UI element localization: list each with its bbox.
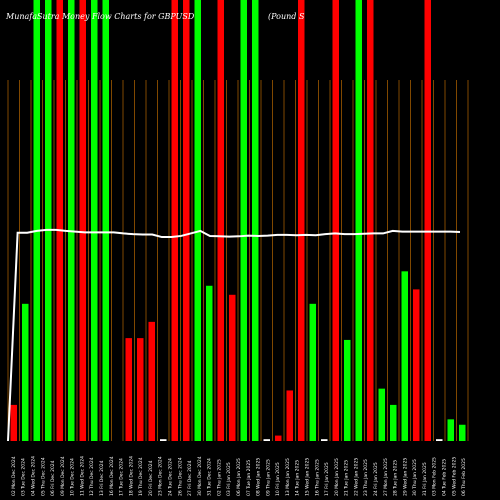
money-flow-bar [33,0,40,441]
x-tick-label: 11 Wed Dec 2024 [79,456,85,496]
money-flow-bar [125,338,132,441]
price-line-layer [7,228,461,442]
x-tick-label: 30 Thu Jan 2025 [412,459,418,496]
x-tick-label: 16 Thu Jan 2025 [314,459,320,496]
x-tick-label: 03 Tue Dec 2024 [21,458,27,496]
x-tick-label: 18 Wed Dec 2024 [128,456,134,496]
x-tick-label: 05 Wed Feb 2025 [451,457,457,496]
x-tick-label: 14 Tue Jan 2025 [295,460,301,496]
x-tick-label: 05 Thu Dec 2024 [40,457,46,496]
x-tick-label: 30 Mon Dec 2024 [197,456,203,496]
money-flow-bar [183,0,190,441]
x-tick-label: 12 Thu Dec 2024 [89,457,95,496]
x-tick-label: 31 Tue Dec 2024 [207,458,213,496]
price-line [7,228,461,442]
x-tick-label: 17 Tue Dec 2024 [119,458,125,496]
x-tick-label: 16 Mon Dec 2024 [109,456,115,496]
money-flow-bar [171,0,178,441]
money-flow-bar [22,303,29,441]
money-flow-bar [390,404,397,441]
x-tick-label: 07 Tue Jan 2025 [246,460,252,496]
money-flow-bar [355,0,362,441]
money-flow-bar [447,419,454,441]
money-flow-bar [206,285,213,441]
money-flow-bar [413,289,420,441]
x-tick-label: 23 Thu Jan 2025 [363,459,369,496]
x-axis-tick-labels: 02 Mon Dec 2024 03 Tue Dec 2024 04 Wed Dec… [11,456,467,496]
x-tick-label: 26 Thu Dec 2024 [177,457,183,496]
x-tick-label: 04 Tue Feb 2025 [442,459,448,496]
x-tick-label: 27 Mon Jan 2025 [383,458,389,496]
x-tick-label: 13 Mon Jan 2025 [285,458,291,496]
chart-title: MunafaSutra Money Flow Charts for GBPUSD [6,12,195,21]
money-flow-bar [459,424,466,441]
x-tick-label: 20 Mon Jan 2025 [334,458,340,496]
x-tick-label: 10 Tue Dec 2024 [70,458,76,496]
x-tick-label: 13 Fri Dec 2024 [99,460,105,496]
money-flow-bar [137,338,144,441]
money-flow-bar [91,0,98,441]
x-tick-label: 27 Fri Dec 2024 [187,460,193,496]
money-flow-bar [424,0,431,441]
x-tick-label: 06 Thu Feb 2025 [461,458,467,496]
money-flow-bar [378,388,385,441]
x-tick-label: 09 Thu Jan 2025 [265,459,271,496]
x-tick-label: 21 Tue Jan 2025 [344,460,350,496]
x-tick-label: 15 Wed Jan 2025 [305,458,311,496]
x-tick-label: 03 Fri Jan 2025 [226,462,232,496]
chart-subtitle: (Pound S [268,12,305,21]
money-flow-bar [56,0,63,441]
money-flow-bar [160,439,167,441]
x-tick-label: 09 Mon Dec 2024 [60,456,66,496]
x-tick-label: 28 Tue Jan 2025 [393,460,399,496]
money-flow-bar [286,390,293,441]
money-flow-bar [309,303,316,441]
x-tick-label: 19 Thu Dec 2024 [138,457,144,496]
x-tick-label: 04 Wed Dec 2024 [30,456,36,496]
x-tick-label: 24 Tue Dec 2024 [167,458,173,496]
x-tick-label: 22 Wed Jan 2025 [353,458,359,496]
money-flow-bar [79,0,86,441]
x-tick-label: 02 Mon Dec 2024 [11,456,17,496]
x-tick-label: 23 Mon Dec 2024 [158,456,164,496]
money-flow-bar [321,439,328,441]
money-flow-bar [102,0,109,441]
x-tick-label: 31 Fri Jan 2025 [422,462,428,496]
x-tick-label: 10 Fri Jan 2025 [275,462,281,496]
money-flow-bar [229,294,236,441]
money-flow-bar [252,0,259,441]
x-tick-label: 06 Fri Dec 2024 [50,460,56,496]
column-separators [7,80,469,441]
money-flow-bar [401,271,408,441]
money-flow-bar [298,0,305,441]
money-flow-bar [436,439,443,441]
money-flow-bar [217,0,224,441]
money-flow-bar [148,321,155,441]
x-tick-label: 08 Wed Jan 2025 [256,458,262,496]
money-flow-bar [45,0,52,441]
money-flow-bars [10,0,466,441]
money-flow-bar [332,0,339,441]
money-flow-bar [240,0,247,441]
x-tick-label: 03 Mon Feb 2025 [432,457,438,496]
x-tick-label: 17 Fri Jan 2025 [324,462,330,496]
x-tick-label: 02 Thu Jan 2025 [216,459,222,496]
x-tick-label: 06 Mon Jan 2025 [236,458,242,496]
money-flow-bar [194,0,201,441]
x-tick-label: 20 Fri Dec 2024 [148,460,154,496]
money-flow-bar [344,339,351,441]
x-tick-label: 24 Fri Jan 2025 [373,462,379,496]
money-flow-bar [263,439,270,441]
x-tick-label: 29 Wed Jan 2025 [402,458,408,496]
money-flow-bar [68,0,75,441]
money-flow-bar [367,0,374,441]
money-flow-bar [275,435,282,441]
money-flow-bar [10,404,17,441]
